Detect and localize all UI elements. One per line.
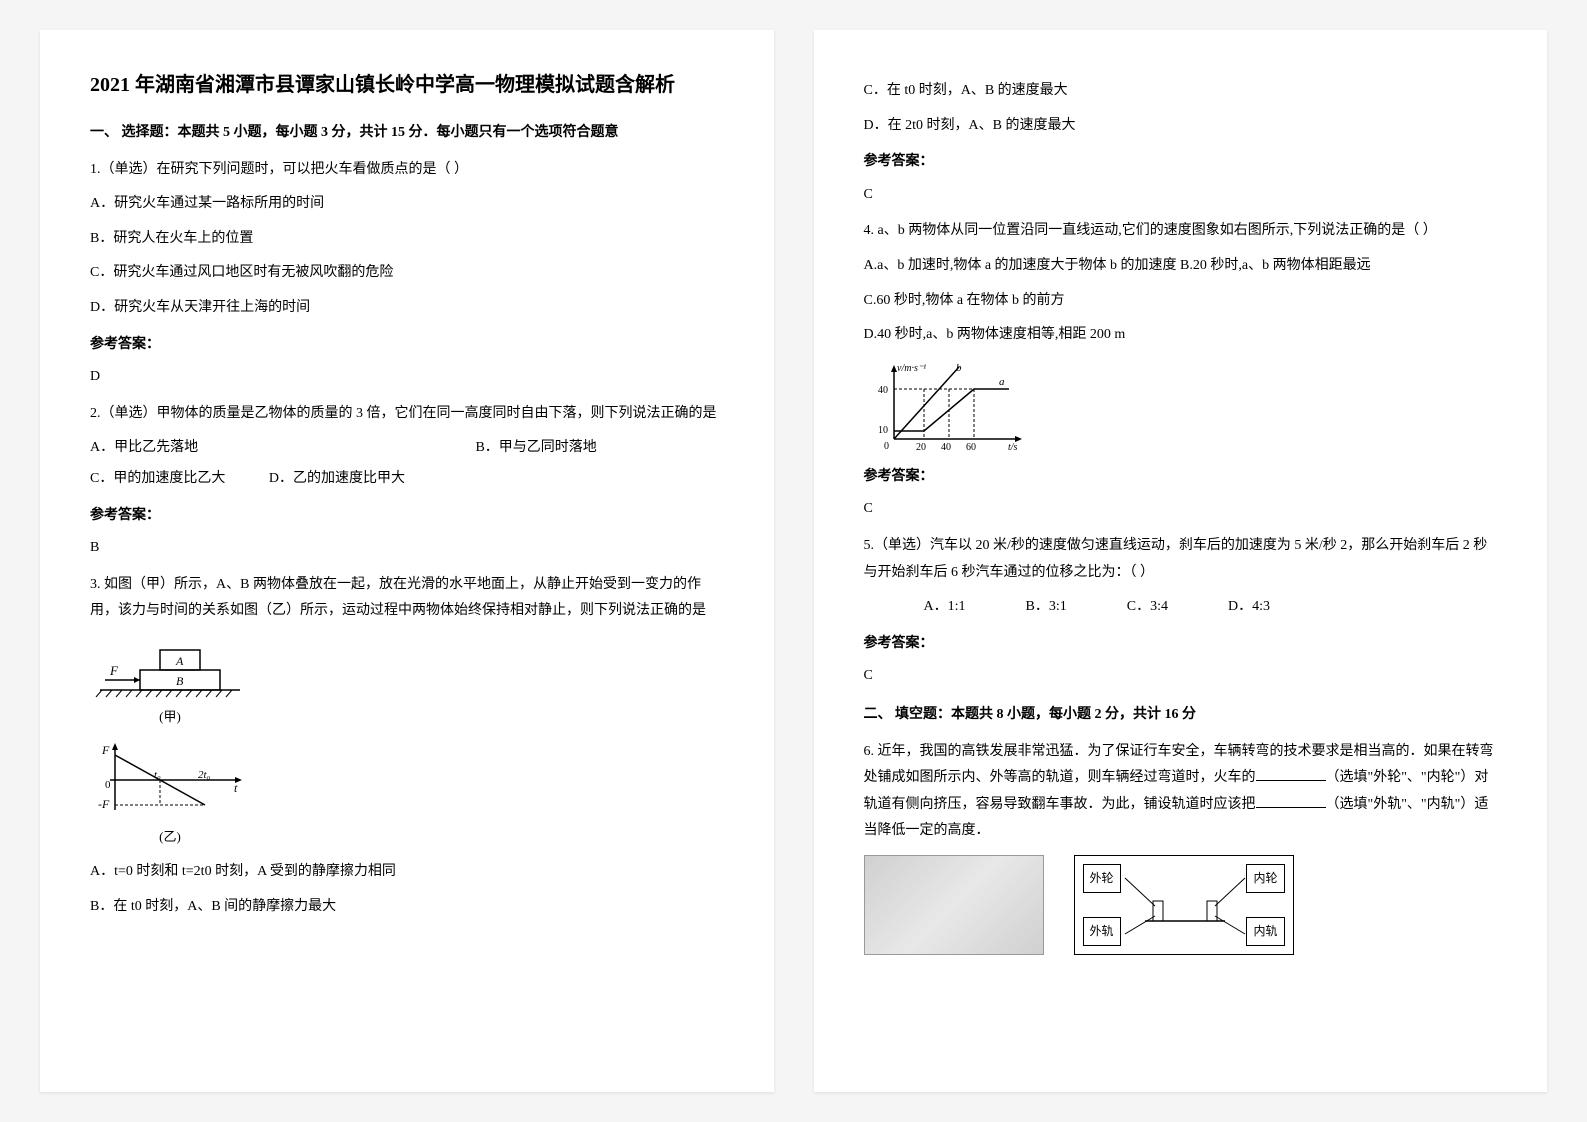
q3-optB: B．在 t0 时刻，A、B 间的静摩擦力最大	[90, 894, 724, 921]
q6-images: 外轮 内轮 外轨 内轨	[864, 855, 1498, 955]
q6-blank2	[1256, 794, 1326, 808]
q2-answer-label: 参考答案：	[90, 503, 724, 530]
q5-optC: C．3:4	[1127, 594, 1168, 621]
q4-answer: C	[864, 496, 1498, 523]
q4-answer-label: 参考答案：	[864, 464, 1498, 491]
q4-optAB: A.a、b 加速时,物体 a 的加速度大于物体 b 的加速度 B.20 秒时,a…	[864, 253, 1498, 280]
q4-chart: v/m·s⁻¹ 40 10 0 20 40 60 t/s a b	[864, 359, 1498, 454]
q4-zero: 0	[884, 441, 889, 452]
q4-x20: 20	[916, 442, 926, 453]
q3-optD: D．在 2t0 时刻，A、B 的速度最大	[864, 113, 1498, 140]
q2-optA: A．甲比乙先落地	[90, 435, 198, 462]
q4-xlabel: t/s	[1008, 442, 1018, 453]
q5-optB: B．3:1	[1026, 594, 1067, 621]
q1-optD: D．研究火车从天津开往上海的时间	[90, 295, 724, 322]
section1-header: 一、 选择题：本题共 5 小题，每小题 3 分，共计 15 分．每小题只有一个选…	[90, 120, 724, 147]
section2-header: 二、 填空题：本题共 8 小题，每小题 2 分，共计 16 分	[864, 702, 1498, 729]
q2-stem: 2.（单选）甲物体的质量是乙物体的质量的 3 倍，它们在同一高度同时自由下落，则…	[90, 401, 724, 428]
q1-optA: A．研究火车通过某一路标所用的时间	[90, 191, 724, 218]
q4-ylabel: v/m·s⁻¹	[897, 363, 926, 374]
q4-x40: 40	[941, 442, 951, 453]
label-2t0: 2t₀	[198, 769, 211, 781]
label-t0: t₀	[154, 769, 161, 781]
q4-line-a: a	[999, 376, 1005, 388]
q5-optA: A．1:1	[924, 594, 966, 621]
q1-optC: C．研究火车通过风口地区时有无被风吹翻的危险	[90, 260, 724, 287]
q2-optD: D．乙的加速度比甲大	[269, 471, 405, 486]
page-right: C．在 t0 时刻，A、B 的速度最大 D．在 2t0 时刻，A、B 的速度最大…	[814, 30, 1548, 1092]
q3-diagram-jia: F A B (甲)	[90, 635, 724, 730]
q1-answer-label: 参考答案：	[90, 332, 724, 359]
q3-diagram-yi: F 0 -F t₀ 2t₀ t (乙)	[90, 740, 724, 850]
train-photo	[864, 855, 1044, 955]
q5-optD: D．4:3	[1228, 594, 1270, 621]
label-A: A	[175, 654, 184, 668]
q3-optC: C．在 t0 时刻，A、B 的速度最大	[864, 78, 1498, 105]
q1-stem: 1.（单选）在研究下列问题时，可以把火车看做质点的是（ ）	[90, 157, 724, 184]
q5-answer-label: 参考答案：	[864, 631, 1498, 658]
label-F1: F	[109, 663, 119, 678]
q2-answer: B	[90, 535, 724, 562]
label-zero: 0	[105, 779, 111, 791]
label-t: t	[234, 781, 238, 795]
q4-stem: 4. a、b 两物体从同一位置沿同一直线运动,它们的速度图象如右图所示,下列说法…	[864, 218, 1498, 245]
q4-x60: 60	[966, 442, 976, 453]
q5-answer: C	[864, 663, 1498, 690]
q6-stem: 6. 近年，我国的高铁发展非常迅猛．为了保证行车安全，车辆转弯的技术要求是相当高…	[864, 739, 1498, 845]
label-jia: (甲)	[90, 705, 250, 730]
q3-optA: A．t=0 时刻和 t=2t0 时刻，A 受到的静摩擦力相同	[90, 859, 724, 886]
q1-optB: B．研究人在火车上的位置	[90, 226, 724, 253]
q6-blank1	[1256, 767, 1326, 781]
q4-y10: 10	[878, 425, 888, 436]
label-B: B	[176, 674, 184, 688]
label-yi: (乙)	[90, 825, 250, 850]
q4-y40: 40	[878, 385, 888, 396]
page-left: 2021 年湖南省湘潭市县谭家山镇长岭中学高一物理模拟试题含解析 一、 选择题：…	[40, 30, 774, 1092]
q3-stem: 3. 如图（甲）所示，A、B 两物体叠放在一起，放在光滑的水平地面上，从静止开始…	[90, 572, 724, 625]
rail-diagram: 外轮 内轮 外轨 内轨	[1074, 855, 1294, 955]
q4-optD: D.40 秒时,a、b 两物体速度相等,相距 200 m	[864, 322, 1498, 349]
label-mF: -F	[98, 797, 110, 811]
q5-stem: 5.（单选）汽车以 20 米/秒的速度做匀速直线运动，刹车后的加速度为 5 米/…	[864, 533, 1498, 586]
q2-optB: B．甲与乙同时落地	[475, 435, 596, 462]
q4-line-b: b	[956, 362, 962, 374]
q3-answer: C	[864, 182, 1498, 209]
exam-title: 2021 年湖南省湘潭市县谭家山镇长岭中学高一物理模拟试题含解析	[90, 70, 724, 100]
label-F2: F	[101, 743, 110, 757]
q1-answer: D	[90, 364, 724, 391]
q2-optC: C．甲的加速度比乙大	[90, 471, 225, 486]
q3-answer-label: 参考答案：	[864, 149, 1498, 176]
q4-optC: C.60 秒时,物体 a 在物体 b 的前方	[864, 288, 1498, 315]
